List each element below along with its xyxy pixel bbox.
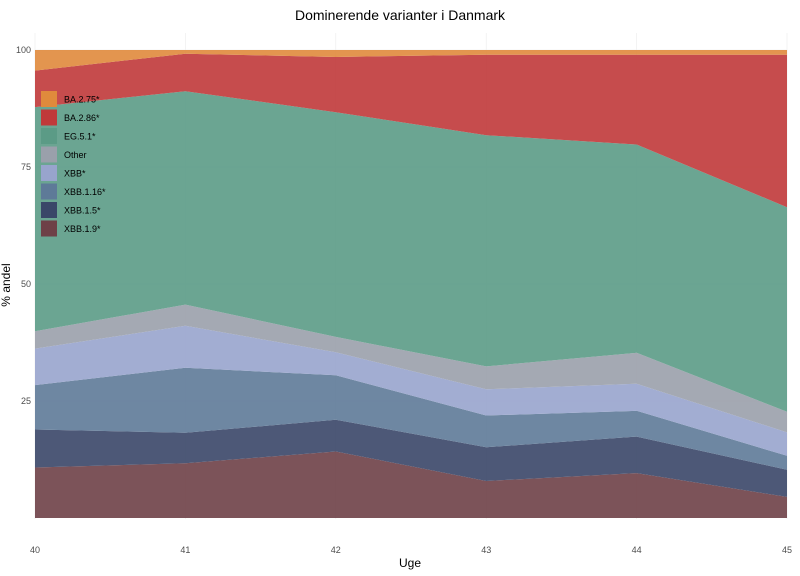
legend-label: EG.5.1* [64, 132, 96, 142]
legend-label: BA.2.75* [64, 95, 100, 105]
area-ba-2-75 [35, 50, 787, 71]
legend-swatch [41, 146, 57, 163]
legend-item: EG.5.1* [41, 128, 96, 144]
legend-label: BA.2.86* [64, 113, 100, 123]
area-xbb-1-5 [35, 419, 787, 497]
legend-swatch [41, 165, 57, 181]
y-tick-label: 50 [21, 279, 31, 289]
x-tick-label: 40 [30, 545, 40, 555]
legend-item: Other [41, 146, 87, 163]
area-eg-5-1 [35, 91, 787, 412]
x-tick-label: 42 [331, 545, 341, 555]
legend-item: XBB.1.5* [41, 202, 101, 218]
legend-swatch [41, 220, 57, 237]
legend-item: BA.2.86* [41, 109, 100, 126]
stacked-areas [35, 50, 787, 518]
x-axis-title: Uge [399, 556, 421, 570]
legend-label: Other [64, 150, 87, 160]
area-other [35, 304, 787, 433]
y-tick-label: 75 [21, 162, 31, 172]
x-tick-label: 41 [180, 545, 190, 555]
area-xbb-1-9 [35, 451, 787, 518]
area-ba-2-86 [35, 53, 787, 208]
area-xbb-1-16 [35, 367, 787, 470]
legend-item: BA.2.75* [41, 91, 100, 107]
axis-ticks: 40 41 42 43 44 45 25 50 75 100 [16, 45, 792, 555]
legend-item: XBB* [41, 165, 86, 181]
legend-swatch [41, 91, 57, 107]
y-axis-title: % andel [0, 263, 13, 306]
area-xbb [35, 325, 787, 456]
legend-swatch [41, 183, 57, 200]
legend-label: XBB.1.5* [64, 206, 101, 216]
legend-label: XBB.1.16* [64, 187, 106, 197]
legend-swatch [41, 128, 57, 144]
legend-swatch [41, 202, 57, 218]
x-tick-label: 43 [481, 545, 491, 555]
x-tick-label: 44 [632, 545, 642, 555]
legend-label: XBB.1.9* [64, 224, 101, 234]
legend: BA.2.75* BA.2.86* EG.5.1* Other XBB* XBB.1.16… [41, 91, 106, 237]
chart-title: Dominerende varianter i Danmark [295, 7, 506, 23]
legend-swatch [41, 109, 57, 126]
y-tick-label: 100 [16, 45, 31, 55]
legend-item: XBB.1.9* [41, 220, 101, 237]
y-tick-label: 25 [21, 396, 31, 406]
legend-item: XBB.1.16* [41, 183, 106, 200]
legend-label: XBB* [64, 169, 86, 179]
x-tick-label: 45 [782, 545, 792, 555]
